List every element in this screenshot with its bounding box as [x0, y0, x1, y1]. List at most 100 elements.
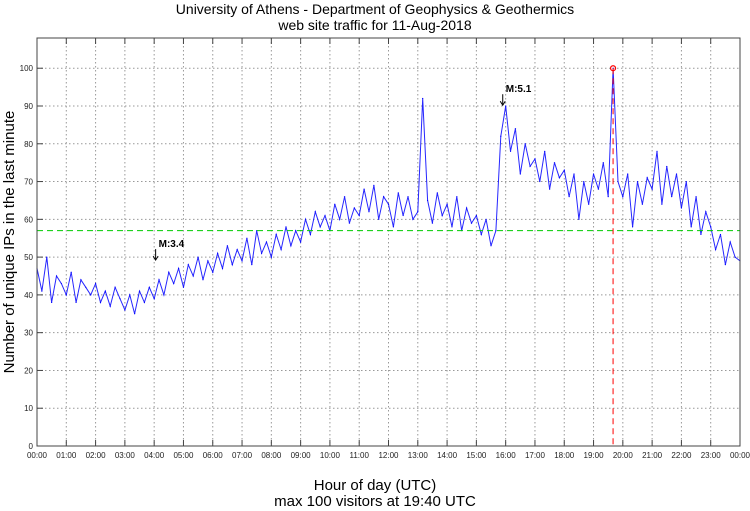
data-point	[290, 245, 292, 247]
data-point	[75, 301, 77, 304]
y-tick-label: 70	[24, 178, 33, 187]
data-point	[104, 290, 106, 292]
data-point	[441, 214, 443, 217]
x-tick-label: 06:00	[203, 451, 224, 460]
data-point	[451, 226, 453, 228]
data-point	[553, 162, 556, 164]
data-point	[246, 237, 248, 239]
data-point	[319, 226, 321, 228]
data-point	[256, 230, 258, 232]
data-point	[675, 173, 678, 175]
data-point	[422, 97, 424, 100]
data-point	[260, 252, 263, 254]
data-point	[695, 196, 697, 198]
annotation-label: M:3.4	[159, 239, 185, 250]
x-tick-label: 04:00	[144, 451, 165, 460]
data-point	[636, 180, 639, 183]
data-point	[353, 207, 355, 209]
data-point	[431, 222, 434, 224]
data-point	[124, 309, 126, 311]
data-point	[251, 264, 253, 266]
data-point	[524, 143, 526, 145]
data-point	[324, 214, 326, 217]
data-point	[304, 218, 307, 220]
x-tick-label: 21:00	[642, 451, 663, 460]
x-tick-label: 05:00	[173, 451, 194, 460]
data-point	[148, 286, 150, 288]
data-point	[138, 290, 141, 292]
data-point	[514, 128, 517, 130]
data-point	[387, 203, 390, 205]
data-point	[158, 279, 160, 281]
data-point	[719, 233, 722, 236]
x-tick-label: 02:00	[86, 451, 107, 460]
data-point	[563, 169, 565, 171]
data-point	[407, 196, 409, 198]
data-point	[466, 207, 468, 209]
data-point	[192, 275, 194, 277]
y-tick-label: 80	[24, 140, 33, 149]
y-tick-label: 40	[24, 291, 33, 300]
data-point	[134, 313, 136, 315]
data-point	[592, 173, 595, 175]
data-point	[685, 180, 687, 183]
data-point	[51, 301, 53, 304]
y-axis: 0 10 20 30 40 50 60 70 80 90 100	[20, 64, 43, 451]
data-point	[265, 241, 268, 243]
y-tick-label: 30	[24, 329, 33, 338]
data-point	[680, 207, 683, 209]
data-point	[485, 218, 487, 220]
data-point	[182, 286, 185, 288]
data-point	[500, 135, 502, 137]
data-point	[295, 230, 297, 232]
x-tick-label: 14:00	[437, 451, 458, 460]
data-point	[363, 188, 365, 190]
max-marker	[609, 65, 617, 72]
data-point	[202, 279, 204, 281]
data-point	[343, 196, 346, 198]
data-point	[661, 203, 663, 205]
data-point	[334, 203, 336, 205]
data-point	[163, 294, 165, 296]
data-point	[153, 298, 155, 300]
data-point	[534, 158, 536, 160]
y-tick-label: 100	[20, 64, 34, 73]
y-tick-label: 90	[24, 102, 33, 111]
x-axis: 00:00 01:00 02:00 03:00 04:00 05:00 06:00 07:00…	[27, 38, 750, 460]
data-point	[519, 173, 521, 175]
data-point	[714, 248, 717, 251]
data-point	[173, 282, 175, 285]
data-point	[383, 196, 385, 198]
x-tick-label: 17:00	[525, 451, 546, 460]
grid	[37, 38, 740, 446]
data-point	[651, 188, 653, 190]
x-tick-label: 15:00	[466, 451, 487, 460]
chart-title-line1: University of Athens - Department of Geo…	[176, 1, 574, 17]
data-point	[70, 271, 72, 273]
series	[36, 67, 741, 315]
data-point	[275, 233, 277, 236]
x-tick-label: 22:00	[671, 451, 692, 460]
data-point	[705, 211, 707, 213]
data-point	[700, 233, 702, 236]
data-point	[470, 222, 473, 224]
data-point	[627, 173, 629, 175]
data-point	[85, 286, 87, 288]
data-point	[397, 192, 399, 194]
x-axis-label: Hour of day (UTC)	[314, 477, 437, 494]
data-point	[309, 233, 311, 236]
data-point	[578, 218, 580, 220]
data-point	[143, 301, 146, 304]
x-tick-label: 12:00	[378, 451, 399, 460]
data-point	[99, 301, 102, 304]
data-point	[412, 218, 414, 220]
y-tick-label: 50	[24, 253, 33, 262]
data-point	[358, 214, 360, 217]
chart-title-line2: web site traffic for 11-Aug-2018	[277, 17, 471, 33]
data-point	[456, 196, 458, 198]
data-point	[80, 279, 82, 281]
data-point	[236, 248, 238, 251]
y-tick-label: 60	[24, 215, 33, 224]
data-point	[475, 214, 477, 217]
